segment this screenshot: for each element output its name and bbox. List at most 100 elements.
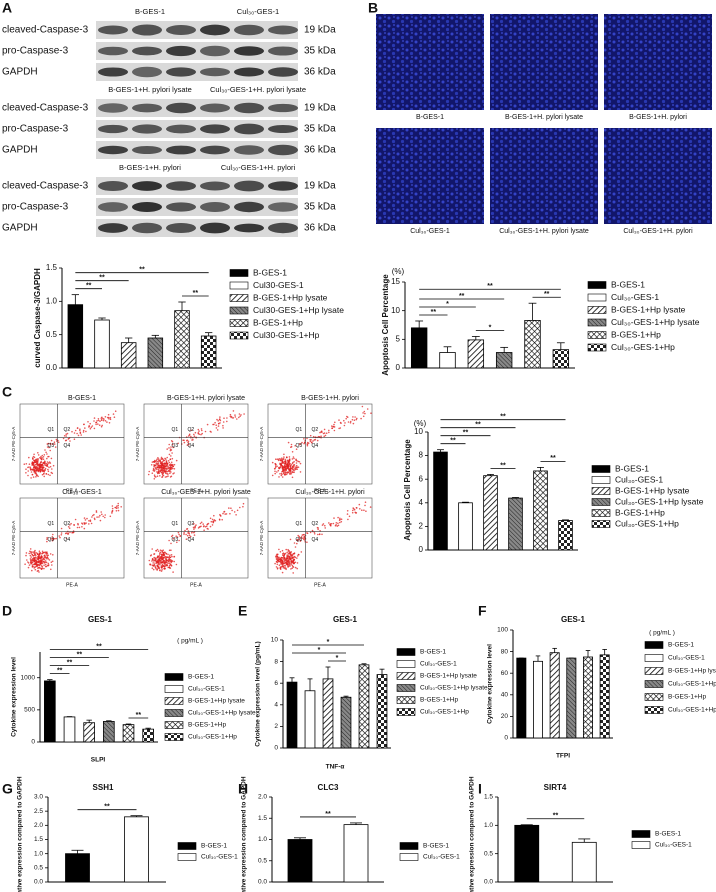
legend-swatch bbox=[644, 706, 664, 714]
flow-dot bbox=[55, 537, 57, 540]
chart-title: CLC3 bbox=[318, 783, 339, 792]
flow-dot bbox=[193, 528, 195, 530]
flow-dot bbox=[188, 532, 190, 534]
flow-dot bbox=[159, 475, 161, 477]
flow-dot bbox=[35, 470, 38, 472]
flow-dot bbox=[51, 472, 54, 475]
flow-dot bbox=[38, 550, 41, 552]
flow-dot bbox=[164, 563, 166, 566]
flow-dot bbox=[307, 442, 310, 445]
flow-dot bbox=[298, 461, 301, 463]
flow-dot bbox=[95, 423, 97, 426]
flow-dot bbox=[323, 428, 326, 431]
flow-dot bbox=[34, 472, 36, 475]
flow-dot bbox=[297, 466, 300, 469]
flow-dot bbox=[87, 421, 89, 423]
y-tick-label: 1.5 bbox=[46, 263, 58, 272]
image-caption: B-GES-1+H. pylori bbox=[629, 114, 687, 121]
flow-dot bbox=[43, 564, 45, 566]
flow-dot bbox=[170, 554, 173, 556]
flow-dot bbox=[353, 419, 356, 422]
flow-dot bbox=[314, 438, 317, 441]
flow-dot bbox=[166, 564, 169, 566]
y-tick-label: 0.0 bbox=[484, 879, 493, 886]
blot-band bbox=[98, 145, 128, 155]
flow-dot bbox=[299, 443, 301, 446]
flow-dot bbox=[50, 538, 52, 540]
flow-dot bbox=[300, 551, 303, 553]
flow-dot bbox=[170, 440, 173, 442]
flow-dot bbox=[213, 519, 216, 521]
flow-dot bbox=[81, 522, 83, 524]
flow-dot bbox=[172, 465, 174, 468]
blot-band bbox=[98, 124, 128, 134]
panel-letter: H bbox=[238, 781, 248, 797]
x-category-label: TFPI bbox=[556, 753, 570, 760]
y-tick-label: 15 bbox=[391, 277, 400, 286]
flow-dot bbox=[170, 549, 172, 551]
legend-label: B-GES-1+Hp lysate bbox=[615, 485, 690, 495]
flow-dot bbox=[25, 463, 28, 465]
y-tick-label: 0 bbox=[419, 545, 424, 554]
flow-dot bbox=[95, 510, 98, 512]
chart-title: GES-1 bbox=[561, 615, 586, 624]
blot-band bbox=[234, 180, 264, 192]
flow-dot bbox=[93, 517, 96, 520]
size-label: 35 kDa bbox=[304, 202, 336, 213]
flow-dot bbox=[168, 443, 170, 446]
legend-swatch bbox=[591, 476, 611, 484]
flow-dot bbox=[293, 555, 296, 558]
blot-band bbox=[166, 67, 196, 77]
bar bbox=[524, 320, 541, 369]
flow-dot bbox=[288, 551, 291, 553]
flow-dot bbox=[281, 460, 284, 462]
flow-dot bbox=[32, 557, 35, 559]
flow-dot bbox=[353, 508, 355, 510]
flow-dot bbox=[151, 564, 154, 566]
flow-dot bbox=[62, 437, 65, 440]
flow-dot bbox=[154, 558, 157, 560]
flow-dot bbox=[107, 416, 110, 419]
flow-dot bbox=[27, 561, 29, 563]
flow-dot bbox=[291, 554, 294, 557]
flow-dot bbox=[168, 470, 171, 473]
legend-swatch bbox=[164, 709, 184, 717]
flow-dot bbox=[283, 554, 285, 556]
error-bar bbox=[350, 822, 362, 825]
flow-dot bbox=[27, 566, 30, 569]
flow-dot bbox=[90, 426, 93, 429]
flow-dot bbox=[291, 567, 294, 569]
flow-dot bbox=[164, 476, 167, 478]
legend-swatch bbox=[591, 487, 611, 495]
blot-band bbox=[166, 124, 196, 134]
flow-dot bbox=[211, 518, 214, 521]
flow-dot bbox=[101, 424, 103, 427]
flow-dot bbox=[40, 562, 42, 565]
flow-dot bbox=[281, 461, 284, 463]
flow-dot bbox=[27, 474, 29, 477]
flow-dot bbox=[190, 429, 193, 432]
flow-dot bbox=[316, 439, 319, 442]
flow-dot bbox=[156, 471, 158, 473]
flow-dot bbox=[193, 435, 196, 438]
flow-dot bbox=[73, 438, 76, 441]
flow-dot bbox=[167, 553, 169, 556]
y-tick-label: 10 bbox=[391, 306, 400, 315]
bar bbox=[286, 681, 298, 749]
flow-dot bbox=[282, 562, 284, 564]
blot-band bbox=[132, 124, 162, 134]
flow-dot bbox=[96, 516, 98, 518]
flow-dot bbox=[98, 516, 100, 518]
flow-dot bbox=[291, 470, 293, 473]
flow-dot bbox=[232, 417, 234, 419]
flow-dot bbox=[170, 461, 173, 464]
flow-dot bbox=[349, 420, 352, 423]
blot-band bbox=[132, 222, 162, 234]
flow-dot bbox=[69, 440, 71, 442]
flow-dot bbox=[325, 432, 328, 435]
flow-dot bbox=[222, 424, 224, 427]
flow-dot bbox=[183, 533, 185, 535]
flow-dot bbox=[183, 439, 185, 442]
bar bbox=[552, 349, 570, 369]
flow-dot bbox=[282, 469, 284, 471]
